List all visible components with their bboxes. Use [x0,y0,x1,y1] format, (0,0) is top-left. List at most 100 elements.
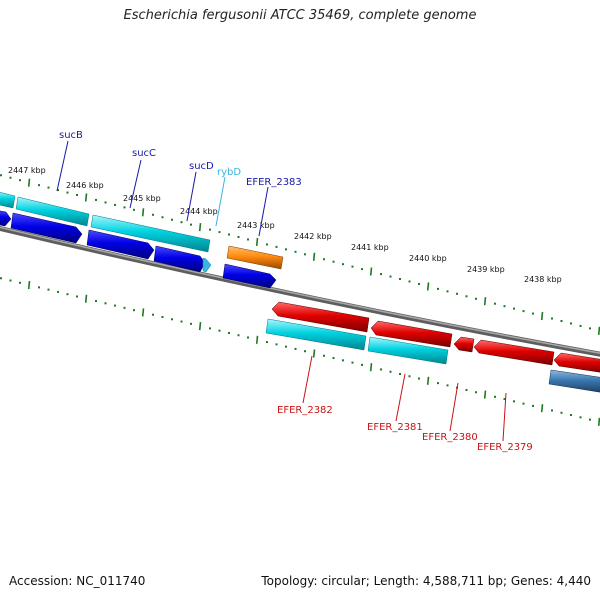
gene-label-EFER_2382[interactable]: EFER_2382 [277,405,333,416]
gene-feature-sucB-gene[interactable] [15,196,90,227]
cds-feature-EFER_2380[interactable] [453,336,475,353]
outer-scale-minor-tick [465,295,468,298]
inner-scale-minor-tick [180,320,183,323]
inner-scale-minor-tick [285,345,287,348]
inner-scale-minor-tick [66,293,69,296]
outer-scale-minor-tick [503,305,506,308]
gene-feature-sucA-gene[interactable] [0,191,16,209]
inner-scale-minor-tick [342,359,344,362]
outer-scale-minor-tick [456,292,458,295]
outer-scale-minor-tick [342,263,344,266]
genome-summary-label: Topology: circular; Length: 4,588,711 bp… [261,574,591,588]
cds-feature-sucB[interactable] [10,212,83,244]
inner-scale-major-tick [540,404,544,413]
forward-gene-track [0,191,211,253]
inner-scale-minor-tick [0,277,2,280]
cds-feature-next-reverse[interactable] [553,352,600,373]
gene-feature-sucC-gene[interactable] [90,214,211,253]
inner-scale-minor-tick [361,363,363,366]
leader-EFER_2381 [395,373,406,422]
gene-feature-EFER_2382-gene[interactable] [265,318,367,351]
gene-label-rybD[interactable]: rybD [217,167,241,178]
outer-scale-minor-tick [475,297,477,300]
inner-scale-major-tick [426,376,430,385]
scale-label-2447: 2447 kbp [8,166,46,175]
outer-scale-minor-tick [95,198,97,201]
leader-rybD [215,176,226,227]
gene-label-sucB[interactable]: sucB [59,130,83,141]
inner-scale-minor-tick [123,306,126,309]
reverse-gene-track [265,318,600,393]
cds-feature-EFER_2382[interactable] [271,301,370,333]
outer-scale-minor-tick [57,189,59,192]
inner-scale-major-tick [597,417,600,426]
inner-scale-minor-tick [389,370,392,373]
outer-scale-major-tick [540,311,544,321]
inner-scale-minor-tick [209,327,211,330]
outer-scale-minor-tick [114,203,116,206]
inner-scale-minor-tick [551,409,553,412]
gene-label-sucC[interactable]: sucC [132,148,156,159]
outer-scale-major-tick [483,297,487,306]
outer-scale-major-tick [597,326,600,335]
inner-scale-major-tick [369,363,373,372]
misc-feature-steelblue[interactable] [548,369,600,393]
inner-scale-minor-tick [133,309,135,312]
inner-scale-minor-tick [114,304,116,307]
scale-label-2443: 2443 kbp [237,221,275,230]
outer-scale-major-tick [369,267,373,276]
inner-scale-minor-tick [589,418,591,421]
inner-scale-minor-tick [475,391,477,394]
outer-scale-minor-tick [133,208,135,211]
outer-scale-minor-tick [0,174,2,177]
inner-scale-minor-tick [446,384,449,387]
gene-label-EFER_2381[interactable]: EFER_2381 [367,422,423,433]
inner-scale-minor-tick [399,373,401,375]
gene-label-EFER_2380[interactable]: EFER_2380 [422,432,478,443]
inner-scale-minor-tick [522,402,525,405]
leader-sucC [129,159,142,209]
genome-backbone-highlight [0,226,600,354]
inner-scale-minor-tick [247,336,249,339]
outer-scale-minor-tick [532,312,534,315]
gene-label-EFER_2383[interactable]: EFER_2383 [246,177,302,188]
cds-feature-EFER_2381[interactable] [370,320,453,348]
ncrna-feature-EFER_2383-orange[interactable] [226,245,284,270]
outer-scale-minor-tick [161,216,164,219]
inner-scale-minor-tick [494,395,496,398]
scale-label-2440: 2440 kbp [409,254,447,263]
outer-scale-major-tick [426,282,430,291]
inner-scale-minor-tick [218,329,221,332]
inner-scale-minor-tick [171,318,173,321]
gene-label-sucD[interactable]: sucD [189,161,214,172]
leader-sucB [56,140,69,192]
outer-scale-major-tick [27,178,31,187]
outer-scale-minor-tick [152,213,154,216]
cds-feature-sucC[interactable] [86,229,155,260]
label-leader-lines [56,140,507,442]
cds-feature-sucD[interactable] [153,245,206,273]
ncrna-feature-rybD[interactable] [202,257,212,273]
outer-scale-minor-tick [361,268,363,271]
outer-scale-minor-tick [19,179,21,182]
inner-scale-minor-tick [237,334,240,337]
gene-labels: sucB sucC sucD rybD EFER_2383 EFER_2382 … [59,130,533,453]
outer-scale-minor-tick [408,280,411,283]
inner-scale-minor-tick [152,313,154,316]
inner-scale-minor-tick [57,290,59,293]
outer-scale-minor-tick [266,243,268,246]
leader-EFER_2379 [502,392,507,442]
inner-scale-minor-tick [9,279,12,282]
inner-scale-major-tick [255,335,259,344]
cds-feature-EFER_2383[interactable] [222,263,277,289]
gene-feature-EFER_2381-gene[interactable] [367,336,449,365]
inner-scale-minor-tick [76,295,78,298]
genome-backbone [0,225,600,357]
inner-scale-minor-tick [418,377,420,380]
gene-label-EFER_2379[interactable]: EFER_2379 [477,442,533,453]
cds-feature-EFER_2379[interactable] [473,339,555,366]
cds-feature-sucA[interactable] [0,210,12,227]
inner-scale-minor-tick [380,368,382,371]
outer-scale-minor-tick [323,258,325,261]
inner-scale-minor-tick [323,354,325,357]
